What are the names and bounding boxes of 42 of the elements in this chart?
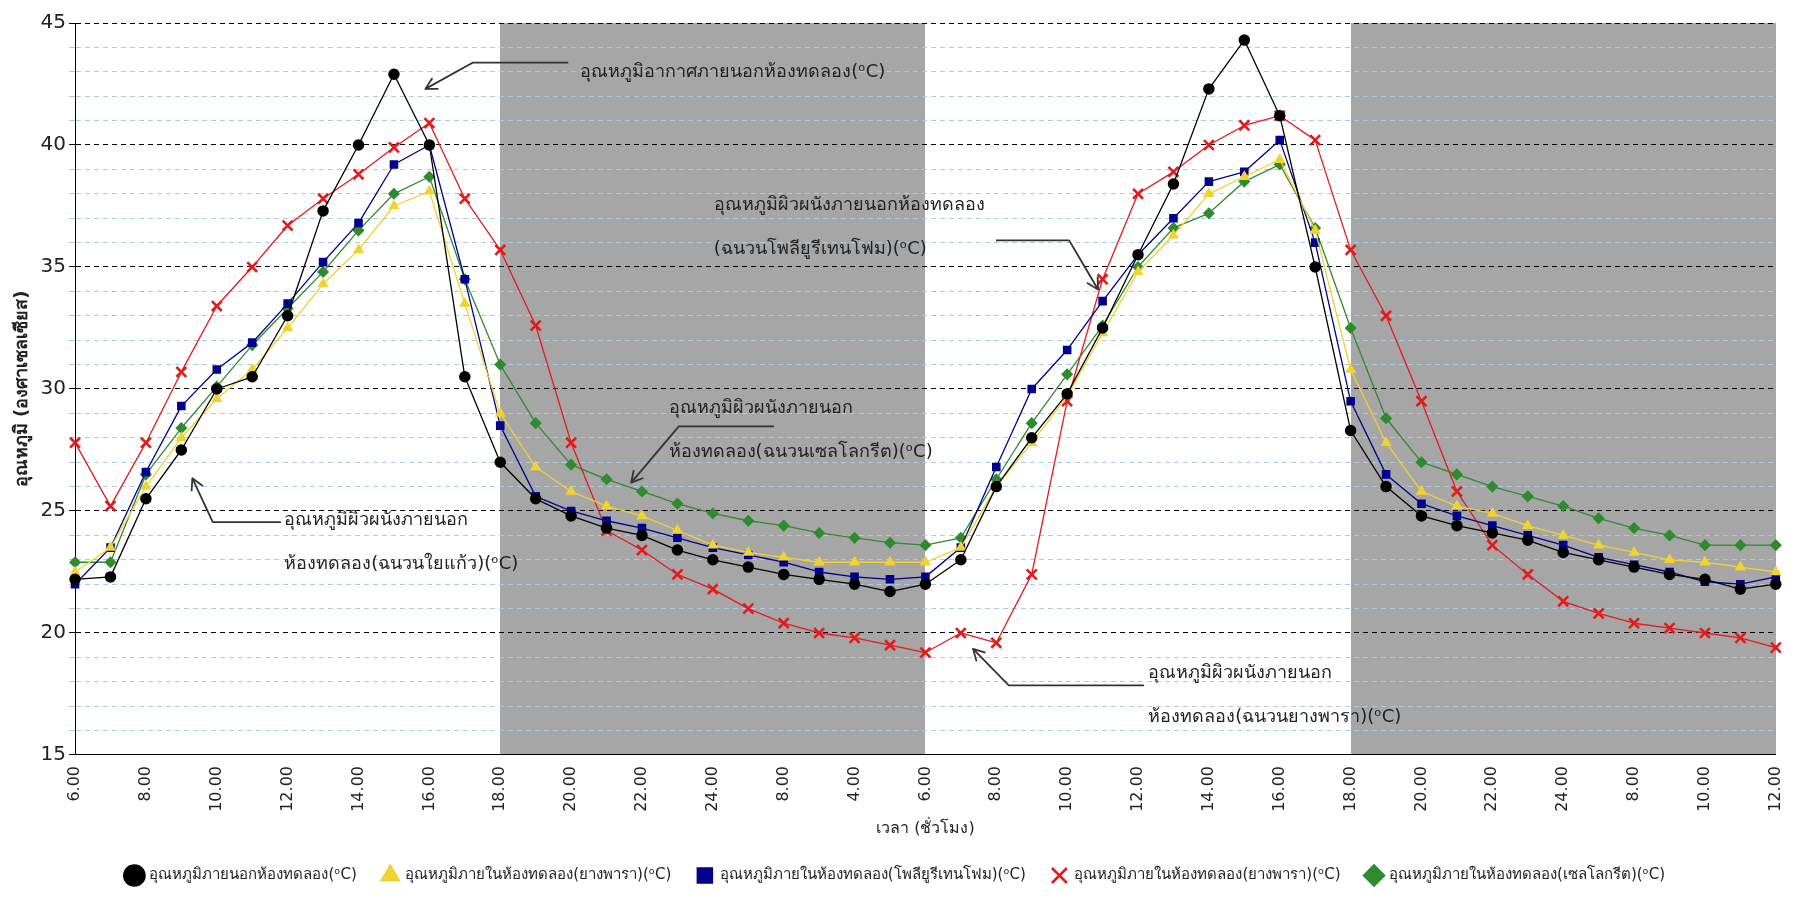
legend-label: อุณหภูมิภายในห้องทดลอง(ยางพารา)(ᵒC) (1074, 865, 1341, 885)
x-tick-label: 8.00 (1623, 766, 1643, 802)
y-tick-label: 30 (40, 375, 67, 400)
x-tick-label: 10.00 (1056, 766, 1076, 812)
text: อุณหภูมิผิวผนังภายนอก ห้องทดลอง(ฉนวนใยแก้ว)(ᵒC) (284, 508, 519, 574)
x-tick-label: 10.00 (205, 766, 225, 812)
x-tick-label: 24.00 (701, 766, 721, 812)
x-tick-label: 12.00 (1127, 766, 1147, 812)
x-tick-label: 8.00 (985, 766, 1005, 802)
x-tick-label: 10.00 (1694, 766, 1714, 812)
x-tick-label: 24.00 (1552, 766, 1572, 812)
annotation: อุณหภูมิอากาศภายนอกห้องทดลอง(ᵒC) (580, 58, 886, 84)
y-tick-label: 45 (40, 9, 67, 34)
legend-label: อุณหภูมิภายในห้องทดลอง(โพลียูรีเทนโฟม)(ᵒC) (719, 865, 1026, 885)
x-tick-label: 6.00 (64, 766, 84, 802)
legend-label: อุณหภูมิภายในห้องทดลอง(เซลโลกรีต)(ᵒC) (1389, 865, 1666, 885)
x-tick-label: 20.00 (1410, 766, 1430, 812)
x-tick-label: 20.00 (560, 766, 580, 812)
y-tick-label: 35 (40, 253, 67, 278)
y-tick-label: 15 (40, 741, 67, 766)
x-tick-label: 12.00 (276, 766, 296, 812)
y-tick-label: 20 (40, 619, 67, 644)
x-tick-label: 14.00 (1198, 766, 1218, 812)
x-tick-label: 8.00 (135, 766, 155, 802)
x-tick-label: 22.00 (1481, 766, 1501, 812)
legend-label: อุณหภูมิภายนอกห้องทดลอง(ᵒC) (149, 865, 357, 885)
text: อุณหภูมิผิวผนังภายนอก ห้องทดลอง(ฉนวนยางพารา)(ᵒC) (1148, 661, 1402, 727)
x-tick-label: 16.00 (1268, 766, 1288, 812)
x-tick-label: 16.00 (418, 766, 438, 812)
y-axis-title: อุณหภูมิ (องศาเซลเซียส) (10, 290, 34, 488)
x-tick-label: 6.00 (914, 766, 934, 802)
y-tick-label: 40 (40, 131, 67, 156)
x-tick-label: 14.00 (347, 766, 367, 812)
y-tick-label: 25 (40, 497, 67, 522)
legend-label: อุณหภูมิภายในห้องทดลอง(ยางพารา)(ᵒC) (405, 865, 672, 885)
x-tick-label: 4.00 (843, 766, 863, 802)
x-tick-label: 22.00 (631, 766, 651, 812)
x-axis-title: เวลา (ชั่วโมง) (876, 815, 975, 837)
x-tick-label: 18.00 (489, 766, 509, 812)
x-tick-label: 8.00 (772, 766, 792, 802)
x-tick-label: 18.00 (1339, 766, 1359, 812)
x-tick-label: 12.00 (1764, 766, 1784, 812)
